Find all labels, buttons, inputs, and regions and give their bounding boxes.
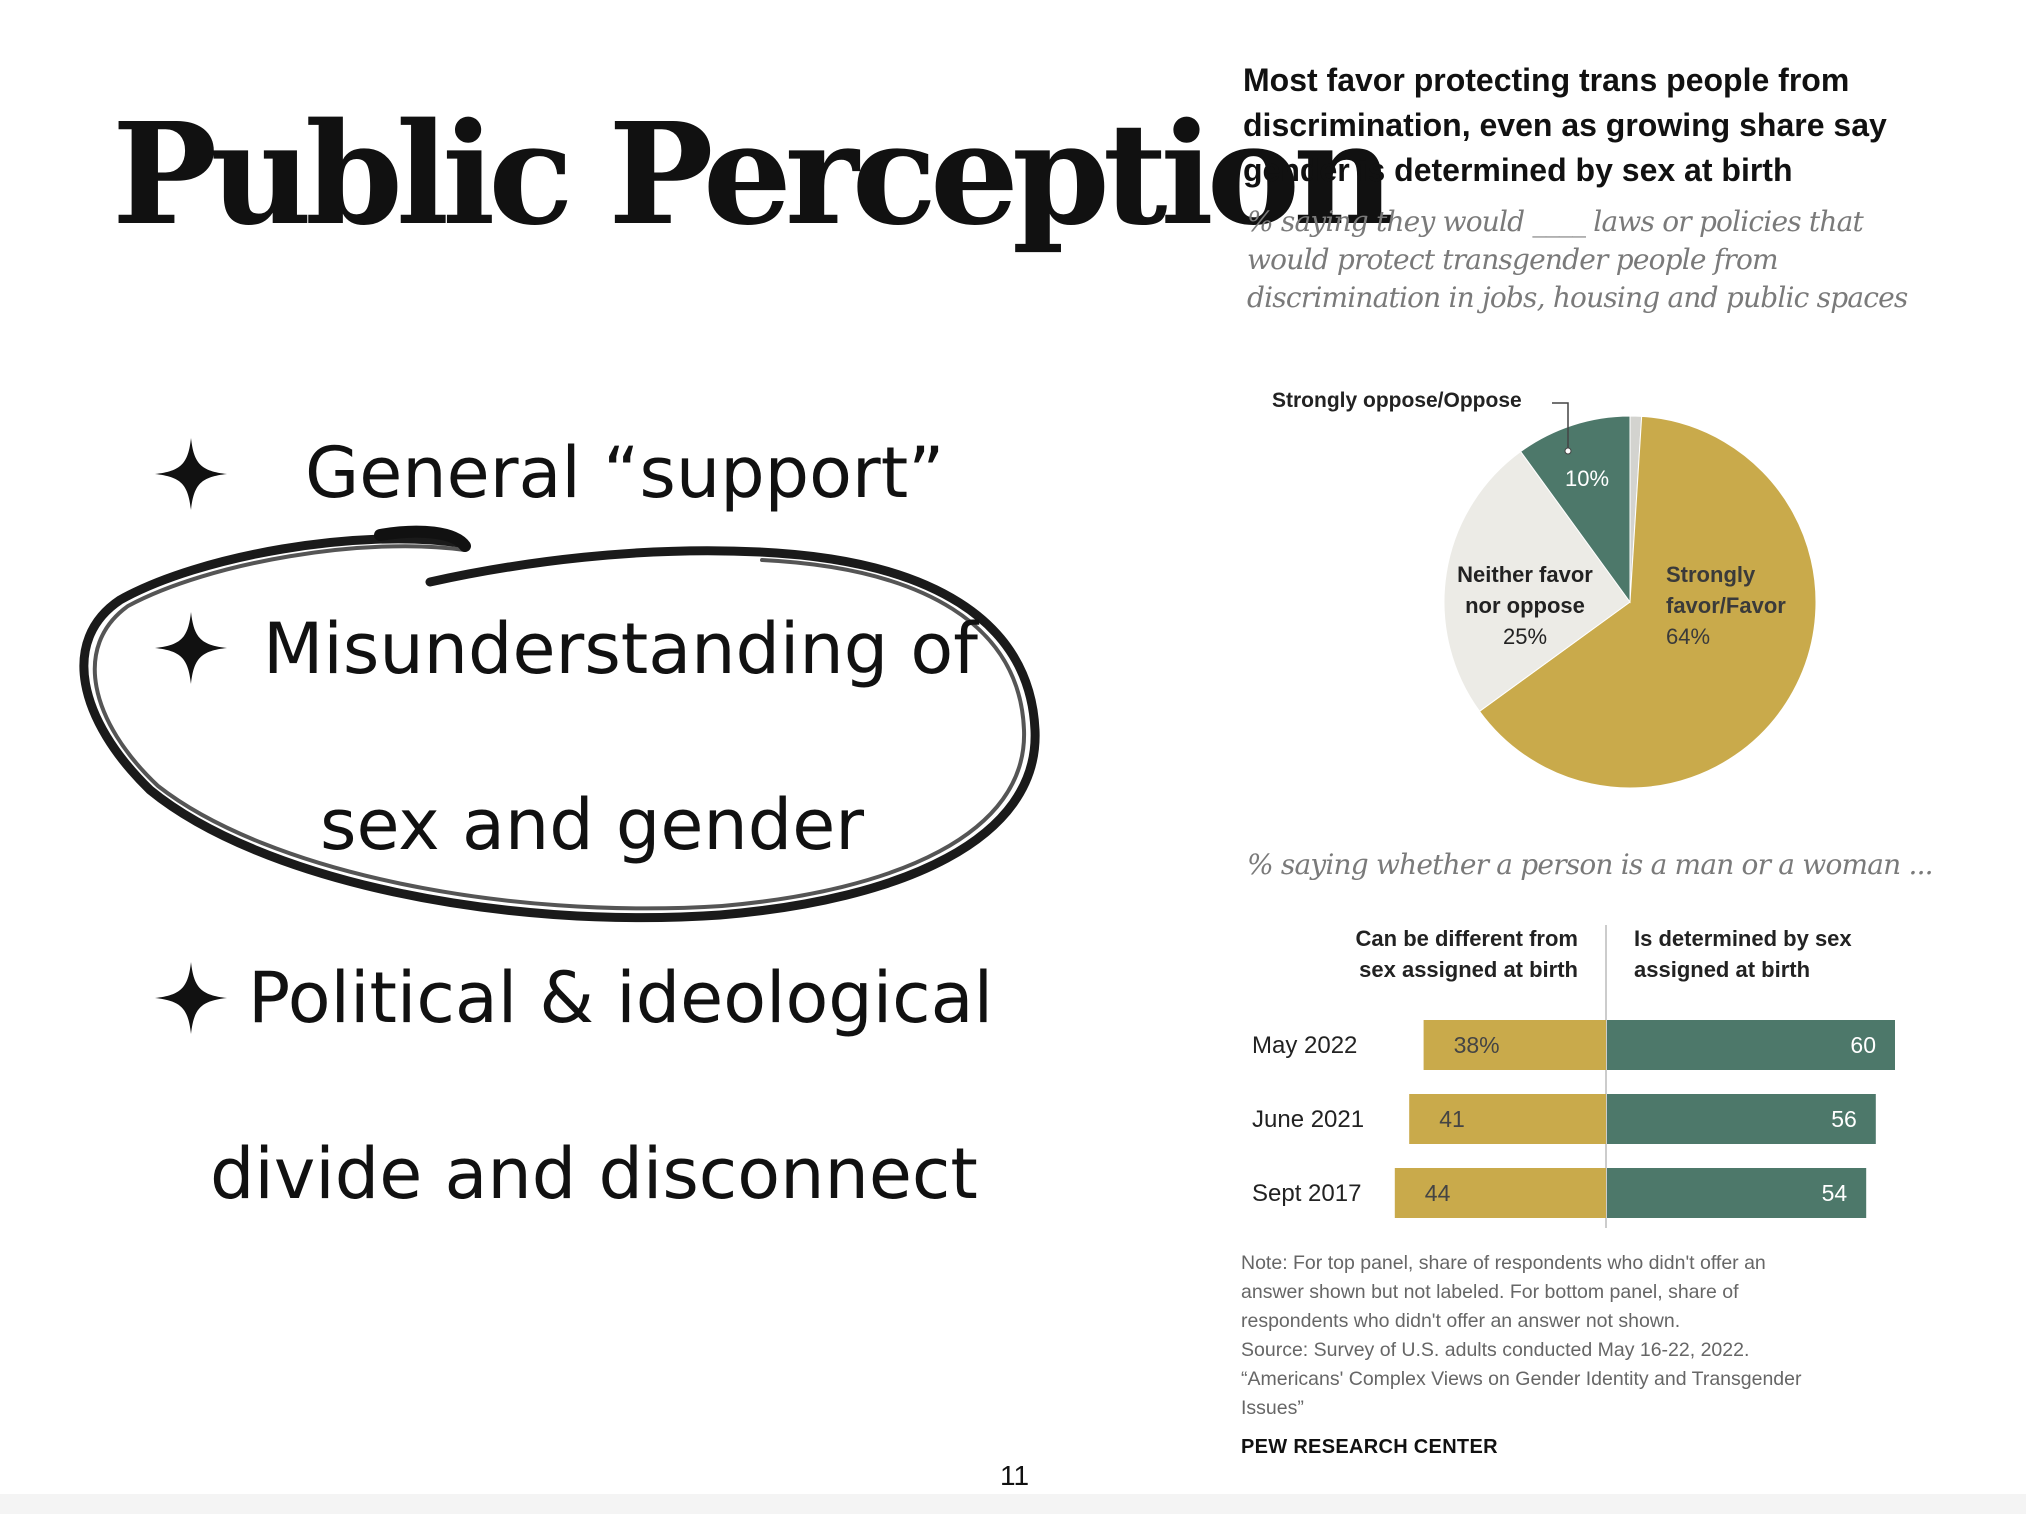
bar-category-label: Sept 2017 [1252,1180,1361,1207]
bullet-text: divide and disconnect [210,1133,978,1215]
chart-subtitle-line: would protect transgender people from [1247,243,1779,276]
bar-left-header: Can be different from [1356,926,1578,951]
chart-subtitle-line: % saying they would ____ laws or policie… [1247,205,1864,238]
note-line: answer shown but not labeled. For bottom… [1241,1281,1739,1303]
callout-dot [1564,447,1572,455]
slide-title: Public Perception [112,93,1395,257]
note-line: Issues” [1241,1397,1304,1419]
bullet-text: Political & ideological [248,957,994,1039]
pie-slice [1443,450,1631,713]
bar-value-label: 44 [1425,1180,1451,1206]
pie-slice [1478,415,1817,789]
chart-note: Note: For top panel, share of respondent… [1241,1249,1941,1423]
note-line: Source: Survey of U.S. adults conducted … [1241,1339,1750,1361]
pie-label: Strongly [1666,562,1756,587]
bar-chart-subtitle: % saying whether a person is a man or a … [1247,848,1934,881]
bar-category-label: May 2022 [1252,1032,1357,1059]
chart-subtitle-line: discrimination in jobs, housing and publ… [1247,281,1908,314]
bar-right [1607,1168,1867,1218]
chart-subtitle: % saying they would ____ laws or policie… [1247,203,1967,317]
bar-value-label: 38% [1454,1032,1500,1058]
chart-title: Most favor protecting trans people from … [1243,62,1887,188]
pie-slice [1519,415,1631,604]
bar-category-label: June 2021 [1252,1106,1364,1133]
bar-right-header: Is determined by sex [1634,926,1852,951]
pie-value-label: 64% [1666,624,1710,649]
pie-label: nor oppose [1465,593,1585,618]
bullet-text: sex and gender [320,784,865,866]
pie-label: favor/Favor [1666,593,1786,618]
pie-callout-label: Strongly oppose/Oppose [1272,389,1522,412]
bar-left-header: sex assigned at birth [1359,957,1578,982]
source-brand: PEW RESEARCH CENTER [1241,1436,1498,1458]
bullet-text: General “support” [305,432,945,514]
bar-right [1607,1094,1876,1144]
bullet-text: Misunderstanding of [263,608,978,690]
bar-right-header: assigned at birth [1634,957,1810,982]
bar-left [1409,1094,1606,1144]
note-line: Note: For top panel, share of respondent… [1241,1252,1766,1274]
callout-line [1552,402,1569,448]
page-number: 11 [1000,1460,1030,1491]
bar-value-label: 41 [1439,1106,1465,1132]
note-line: “Americans' Complex Views on Gender Iden… [1241,1368,1802,1390]
four-point-star-icon [155,438,227,510]
four-point-star-icon [155,962,227,1034]
bar-value-label: 60 [1850,1032,1876,1058]
four-point-star-icon [155,612,227,684]
pie-label: Neither favor [1457,562,1593,587]
bar-right [1607,1020,1895,1070]
bar-left [1423,1020,1606,1070]
note-line: respondents who didn't offer an answer n… [1241,1310,1681,1332]
pie-value-label: 10% [1565,466,1609,491]
bar-value-label: 56 [1831,1106,1857,1132]
hand-drawn-ellipse-icon [79,525,1040,923]
slide-bottom-strip [0,1494,2026,1514]
bar-value-label: 54 [1822,1180,1848,1206]
bar-left [1394,1168,1606,1218]
pie-value-label: 25% [1503,624,1547,649]
